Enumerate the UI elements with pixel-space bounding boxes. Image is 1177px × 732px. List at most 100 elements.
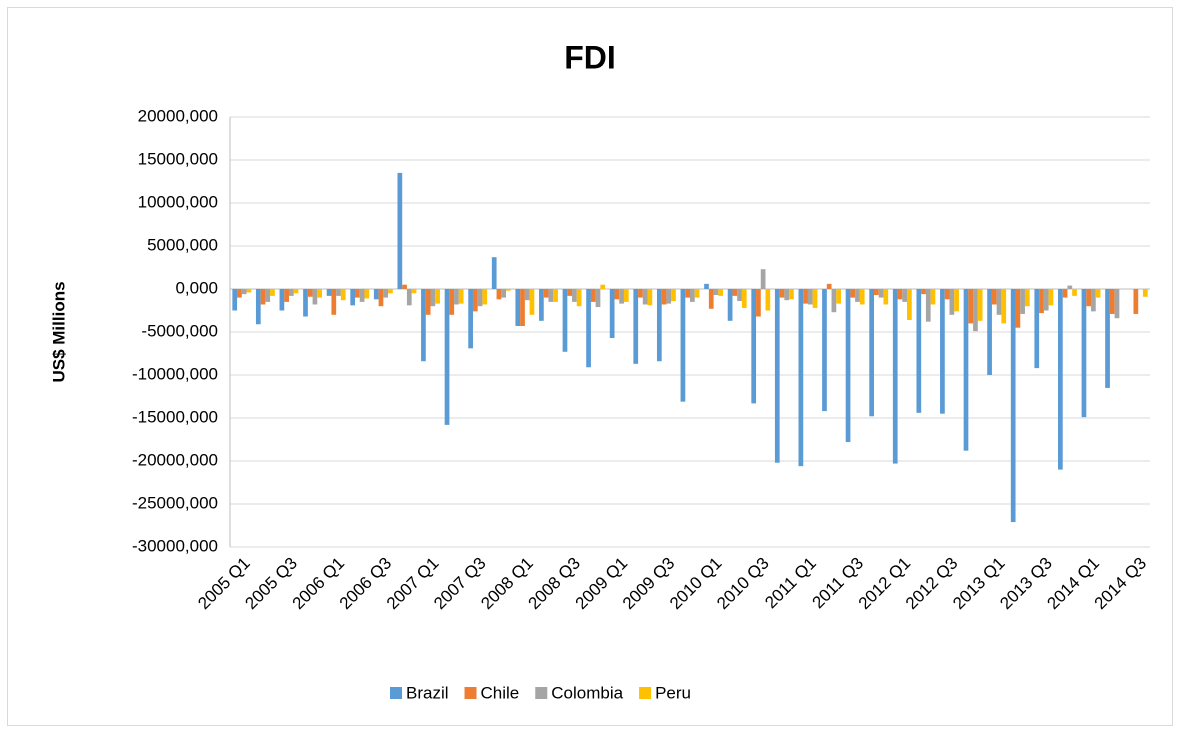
bar xyxy=(524,289,530,301)
bar xyxy=(340,289,346,301)
chart-title: FDI xyxy=(564,39,616,75)
bar xyxy=(633,289,639,364)
bar xyxy=(529,289,535,315)
bar xyxy=(614,289,620,300)
y-tick-label: -15000,000 xyxy=(132,407,218,426)
legend-label: Peru xyxy=(655,683,691,702)
bar xyxy=(402,284,407,289)
bar xyxy=(1067,285,1073,289)
bar xyxy=(1109,289,1115,314)
bar xyxy=(586,289,591,368)
legend-label: Colombia xyxy=(551,683,623,702)
bar xyxy=(779,289,785,298)
bar xyxy=(260,289,266,305)
bar xyxy=(496,289,502,300)
bar xyxy=(373,289,379,300)
bar xyxy=(1086,289,1092,307)
bar xyxy=(619,289,624,304)
bar xyxy=(364,289,370,299)
bar xyxy=(977,289,983,321)
bar xyxy=(1001,289,1007,324)
bar xyxy=(685,289,690,298)
bar xyxy=(590,289,596,302)
bar xyxy=(515,289,521,326)
bar xyxy=(520,289,525,326)
bar xyxy=(907,289,912,320)
bar xyxy=(638,289,643,298)
bar xyxy=(303,289,308,317)
bar xyxy=(897,289,903,300)
bar xyxy=(930,289,936,305)
bar xyxy=(237,289,242,298)
bar xyxy=(548,289,554,302)
bar xyxy=(690,289,695,302)
bar xyxy=(845,289,851,443)
bar xyxy=(284,289,289,302)
bar xyxy=(850,289,856,298)
bar xyxy=(1081,289,1087,418)
bar xyxy=(1020,289,1025,314)
bar xyxy=(600,284,606,289)
bar xyxy=(1010,289,1016,523)
bar xyxy=(704,283,709,289)
bar xyxy=(543,289,549,298)
bar xyxy=(760,269,766,289)
bar xyxy=(892,289,898,464)
y-tick-label: 10000,000 xyxy=(138,192,218,211)
bar xyxy=(661,289,667,305)
bar xyxy=(355,289,360,298)
bar xyxy=(501,289,506,298)
bar xyxy=(1095,289,1101,298)
bar xyxy=(312,289,318,305)
bar xyxy=(406,289,412,306)
bar xyxy=(874,289,879,296)
bar xyxy=(482,289,488,305)
bar xyxy=(307,289,313,297)
bar xyxy=(944,289,950,300)
bar xyxy=(1024,289,1030,307)
bar xyxy=(1114,289,1120,319)
bar xyxy=(336,289,341,296)
bar xyxy=(425,289,431,315)
bar xyxy=(642,289,648,305)
bar xyxy=(902,289,908,302)
bar xyxy=(708,289,714,309)
bar xyxy=(803,289,808,304)
bar xyxy=(506,289,511,291)
bar xyxy=(727,289,733,321)
bar xyxy=(963,289,969,451)
bar xyxy=(991,289,997,305)
legend-label: Brazil xyxy=(406,683,449,702)
y-tick-label: 5000,000 xyxy=(147,235,218,254)
bar xyxy=(567,289,573,296)
bar xyxy=(383,289,389,298)
bar xyxy=(421,289,426,362)
bar xyxy=(921,289,926,295)
bar xyxy=(317,289,322,298)
bar xyxy=(954,289,959,312)
bar xyxy=(869,289,874,417)
bar xyxy=(265,289,271,302)
bar xyxy=(732,289,738,296)
y-tick-label: 20000,000 xyxy=(138,106,218,125)
bar xyxy=(1039,289,1044,314)
bar xyxy=(822,289,827,412)
bar xyxy=(680,289,686,402)
bar xyxy=(855,289,860,302)
y-tick-label: -5000,000 xyxy=(141,321,218,340)
bar xyxy=(1091,289,1096,312)
y-tick-label: 0,000 xyxy=(175,278,218,297)
bar xyxy=(987,289,992,375)
bar xyxy=(435,289,440,304)
bar xyxy=(378,289,384,307)
bar xyxy=(350,289,356,306)
bar xyxy=(576,289,582,307)
bar xyxy=(288,289,294,296)
y-tick-label: 15000,000 xyxy=(138,149,218,168)
bar xyxy=(411,289,417,294)
bar xyxy=(454,289,459,305)
bar xyxy=(562,289,568,352)
bar xyxy=(713,289,719,296)
bar xyxy=(671,289,676,302)
